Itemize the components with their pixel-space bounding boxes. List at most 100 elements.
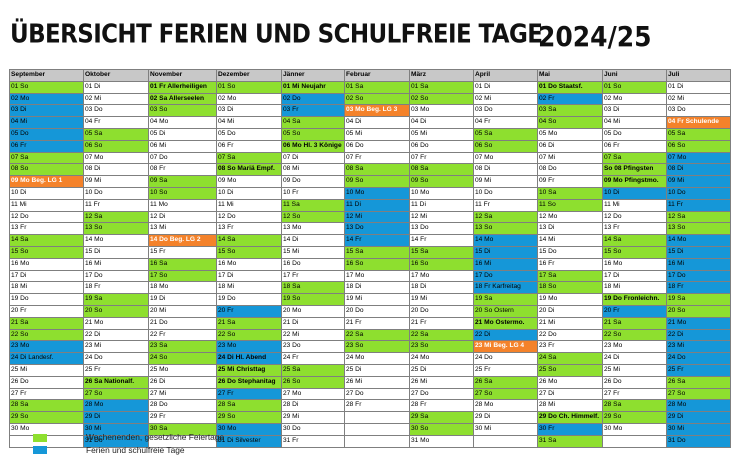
day-cell-weekend-holiday: 05 Sa bbox=[83, 127, 149, 141]
day-cell: 09 Do bbox=[281, 175, 345, 188]
day-cell: 06 Fr bbox=[602, 139, 667, 153]
day-cell-weekend-holiday: 30 Sa bbox=[148, 422, 217, 436]
day-cell-school-free: 31 Do bbox=[666, 434, 731, 448]
day-cell: 09 Mi bbox=[83, 175, 149, 188]
day-cell-weekend-holiday: 26 Sa bbox=[666, 375, 731, 389]
day-cell: 26 Mo bbox=[537, 375, 603, 389]
day-cell-weekend-holiday: 07 Sa bbox=[9, 151, 84, 165]
day-row: 19 Do 19 Sa 19 Di 19 Do 19 So 19 Mi 19 Mi 19 Sa… bbox=[9, 293, 731, 306]
day-cell-weekend-holiday: 10 Sa bbox=[537, 186, 603, 200]
day-cell: 16 Fr bbox=[537, 257, 603, 271]
day-cell-weekend-holiday: 14 Sa bbox=[216, 234, 282, 247]
day-cell-school-free: 09 Mi bbox=[666, 175, 731, 188]
day-cell-school-free: 12 Mi bbox=[344, 210, 410, 224]
day-cell-weekend-holiday: 05 Sa bbox=[666, 127, 731, 141]
day-cell: 18 Mi bbox=[602, 281, 667, 295]
day-cell: 19 Mi bbox=[409, 293, 474, 306]
day-row: 04 Mi 04 Fr 04 Mo 04 Mi 04 Sa 04 Di 04 Di 04 Fr… bbox=[9, 116, 731, 129]
day-cell: 17 Mo bbox=[344, 269, 410, 283]
day-cell-weekend-holiday: 23 So bbox=[409, 340, 474, 354]
day-cell: 09 Mi bbox=[473, 175, 538, 188]
day-cell-school-free: 30 Mi bbox=[666, 422, 731, 436]
day-cell: 02 Mi bbox=[666, 92, 731, 106]
day-cell-weekend-holiday: 22 Sa bbox=[409, 328, 474, 342]
day-cell: 25 Mi bbox=[9, 363, 84, 377]
day-cell-school-free: 23 Mo bbox=[216, 340, 282, 354]
day-cell: 17 Di bbox=[216, 269, 282, 283]
day-cell: 27 Di bbox=[537, 387, 603, 401]
day-row: 20 Fr 20 So 20 Mi 20 Fr 20 Mo 20 Do 20 Do 20 So… bbox=[9, 304, 731, 318]
day-cell: 05 Di bbox=[148, 127, 217, 141]
day-cell: 12 Mo bbox=[537, 210, 603, 224]
day-cell-weekend-holiday: 27 So bbox=[666, 387, 731, 401]
day-cell: 16 Mi bbox=[83, 257, 149, 271]
day-row: 25 Mi 25 Fr 25 Mo 25 Mi Christtag 25 Sa 25 Di… bbox=[9, 363, 731, 377]
day-cell-school-free: 30 Mi bbox=[83, 422, 149, 436]
day-row: 14 Sa 14 Mo 14 Do Beg. LG 2 14 Sa 14 Di 14 Fr… bbox=[9, 234, 731, 247]
day-cell: 09 Mo bbox=[216, 175, 282, 188]
day-cell-school-free: 02 Do bbox=[281, 92, 345, 106]
day-cell-weekend-holiday: 25 Sa bbox=[281, 363, 345, 377]
day-cell: 06 Mi bbox=[148, 139, 217, 153]
day-cell-school-free: 04 Mi bbox=[9, 116, 84, 129]
empty-cell bbox=[344, 422, 410, 436]
day-cell-weekend-holiday: 13 So bbox=[473, 222, 538, 236]
day-cell-weekend-holiday: 09 So bbox=[344, 175, 410, 188]
day-cell-weekend-holiday: 29 Sa bbox=[409, 411, 474, 424]
month-header: April bbox=[473, 69, 538, 82]
day-cell: 07 Mi bbox=[537, 151, 603, 165]
day-cell-school-free: 17 Do bbox=[473, 269, 538, 283]
day-cell: 30 Mo bbox=[602, 422, 667, 436]
day-cell-school-free: 02 Mo bbox=[9, 92, 84, 106]
day-cell-school-free: 20 Fr bbox=[216, 304, 282, 318]
day-row: 23 Mo 23 Mi 23 Sa 23 Mo 23 Do 23 So 23 So 23 Mi… bbox=[9, 340, 731, 354]
month-header-row: September Oktober November Dezember Jänner Fe… bbox=[9, 69, 731, 82]
day-cell: 21 Mo bbox=[83, 316, 149, 330]
day-cell: 03 Di bbox=[216, 104, 282, 118]
day-cell-weekend-holiday: 03 Sa bbox=[537, 104, 603, 118]
day-cell-weekend-holiday: 01 So bbox=[216, 80, 282, 94]
day-cell: 06 Di bbox=[537, 139, 603, 153]
day-cell: 19 Di bbox=[148, 293, 217, 306]
day-cell-weekend-holiday: 05 So bbox=[281, 127, 345, 141]
day-cell: 13 Fr bbox=[9, 222, 84, 236]
day-cell: 18 Di bbox=[409, 281, 474, 295]
day-cell: 13 Mo bbox=[281, 222, 345, 236]
day-cell: 12 Di bbox=[148, 210, 217, 224]
day-cell: 19 Mi bbox=[344, 293, 410, 306]
day-cell: 20 Do bbox=[409, 304, 474, 318]
day-cell: 03 Do bbox=[83, 104, 149, 118]
day-cell: 25 Fr bbox=[473, 363, 538, 377]
day-row: 06 Fr 06 So 06 Mi 06 Fr 06 Mo Hl. 3 Könige 06… bbox=[9, 139, 731, 153]
day-cell-weekend-holiday: 08 Sa bbox=[344, 163, 410, 177]
day-cell-weekend-holiday: 02 Sa Allerseelen bbox=[148, 92, 217, 106]
day-cell-weekend-holiday: 10 So bbox=[148, 186, 217, 200]
day-cell-school-free: 22 Di bbox=[473, 328, 538, 342]
day-cell-weekend-holiday: 18 Sa bbox=[281, 281, 345, 295]
day-cell: 21 Mi bbox=[537, 316, 603, 330]
month-header: Juni bbox=[602, 69, 667, 82]
day-cell-school-free: 06 Fr bbox=[9, 139, 84, 153]
day-cell: 06 Do bbox=[409, 139, 474, 153]
day-cell-weekend-holiday: 21 Sa bbox=[216, 316, 282, 330]
day-cell-weekend-holiday: 20 So bbox=[83, 304, 149, 318]
day-cell-school-free: 28 Mo bbox=[666, 399, 731, 413]
day-row: 26 Do 26 Sa Nationalf. 26 Di 26 Do Stephani… bbox=[9, 375, 731, 389]
day-cell: 11 Mo bbox=[148, 198, 217, 212]
day-row: 15 So 15 Di 15 Fr 15 So 15 Mi 15 Sa 15 Sa 15 Di… bbox=[9, 245, 731, 259]
day-cell: 09 Fr bbox=[537, 175, 603, 188]
day-row: 28 Sa 28 Mo 28 Do 28 Sa 28 Di 28 Fr 28 Fr 28 Mo… bbox=[9, 399, 731, 413]
day-cell: 05 Do bbox=[602, 127, 667, 141]
day-cell-school-free: 14 Fr bbox=[344, 234, 410, 247]
day-cell-weekend-holiday: 21 Mo Ostermo. bbox=[473, 316, 538, 330]
day-cell: 07 Fr bbox=[409, 151, 474, 165]
day-cell: 18 Fr bbox=[83, 281, 149, 295]
day-cell-school-free: 24 Di Landesf. bbox=[9, 352, 84, 365]
day-cell-weekend-holiday: 17 Sa bbox=[537, 269, 603, 283]
day-row: 10 Di 10 Do 10 So 10 Di 10 Fr 10 Mo 10 Mo 10 Do… bbox=[9, 186, 731, 200]
day-cell-school-free: 30 Fr bbox=[537, 422, 603, 436]
month-header: November bbox=[148, 69, 217, 82]
day-cell-school-free: 25 Fr bbox=[666, 363, 731, 377]
day-cell: 24 Mo bbox=[409, 352, 474, 365]
day-cell-special: 14 Do Beg. LG 2 bbox=[148, 234, 217, 247]
